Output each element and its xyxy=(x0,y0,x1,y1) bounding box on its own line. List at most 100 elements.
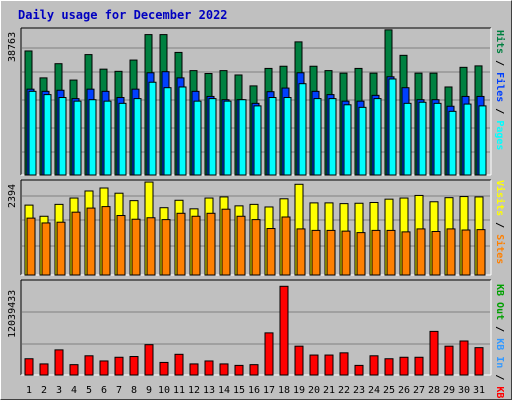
sites-bar xyxy=(221,208,231,276)
sites-bar xyxy=(446,228,456,276)
kbf-bar xyxy=(444,345,454,376)
x-day-label: 6 xyxy=(101,385,107,396)
x-day-label: 16 xyxy=(248,385,260,396)
pages-bar xyxy=(388,78,397,176)
kbf-bar xyxy=(459,340,469,376)
kbf-bar xyxy=(234,364,244,376)
sites-bar xyxy=(86,207,96,276)
kbf-bar xyxy=(144,344,154,376)
legend-entry: KB In xyxy=(494,338,505,368)
legend-separator: / xyxy=(494,216,505,234)
pages-bar xyxy=(433,102,442,176)
kbf-bar xyxy=(369,355,379,376)
pages-bar xyxy=(238,99,247,176)
visits-sites-legend: Visits / Sites xyxy=(494,180,506,264)
pages-bar xyxy=(313,98,322,176)
legend-entry: Files xyxy=(494,72,506,102)
pages-bar xyxy=(133,98,142,176)
kbf-bar xyxy=(429,330,439,376)
sites-bar xyxy=(416,228,426,276)
x-day-label: 17 xyxy=(263,385,275,396)
kbf-bar xyxy=(279,285,289,376)
kbf-bar xyxy=(84,355,94,376)
kbf-bar xyxy=(159,361,169,376)
x-day-label: 25 xyxy=(383,385,395,396)
pages-bar xyxy=(328,98,337,176)
sites-bar xyxy=(266,228,276,276)
sites-bar xyxy=(206,212,216,276)
x-day-label: 11 xyxy=(173,385,185,396)
sites-bar xyxy=(131,218,141,276)
sites-bar xyxy=(191,215,201,276)
kbf-bar xyxy=(309,354,319,376)
right-legend-labels: Hits / Files / Pages Visits / Sites KB Out… xyxy=(494,30,506,400)
pages-bar xyxy=(58,97,67,176)
legend-separator: / xyxy=(494,102,505,120)
sites-bar xyxy=(101,206,111,276)
legend-entry: Visits xyxy=(494,180,506,216)
pages-bar xyxy=(403,102,412,176)
y-axis-labels: 38763 2394 12039433 xyxy=(7,32,18,338)
pages-bar xyxy=(43,94,52,176)
x-day-label: 1 xyxy=(26,385,32,396)
pages-bar xyxy=(193,100,202,176)
sites-bar xyxy=(281,216,291,276)
sites-bar xyxy=(431,231,441,276)
legend-separator: / xyxy=(494,368,505,386)
sites-bar xyxy=(71,211,81,276)
sites-bar xyxy=(476,229,486,276)
x-day-label: 29 xyxy=(443,385,455,396)
pages-bar xyxy=(358,106,367,176)
legend-entry: Pages xyxy=(494,120,505,150)
x-day-label: 30 xyxy=(458,385,470,396)
x-day-label: 9 xyxy=(146,385,152,396)
bars xyxy=(24,29,487,376)
x-day-label: 20 xyxy=(308,385,320,396)
chart-title: Daily usage for December 2022 xyxy=(18,8,228,22)
pages-bar xyxy=(463,103,472,176)
kbf-bar xyxy=(54,349,64,376)
sites-bar xyxy=(371,229,381,276)
legend-entry: Sites xyxy=(494,234,506,264)
sites-bar xyxy=(251,219,261,276)
kbf-bar xyxy=(99,360,109,376)
x-day-label: 31 xyxy=(473,385,485,396)
sites-bar xyxy=(386,229,396,276)
y-max-label: 12039433 xyxy=(7,290,18,338)
y-max-label: 38763 xyxy=(7,32,18,62)
kbf-bar xyxy=(384,358,394,376)
kbf-bar xyxy=(399,356,409,376)
pages-bar xyxy=(268,97,277,176)
x-day-label: 5 xyxy=(86,385,92,396)
x-day-label: 14 xyxy=(218,385,230,396)
legend-entry: Hits xyxy=(494,30,506,54)
sites-bar xyxy=(176,212,186,276)
sites-bar xyxy=(26,217,36,276)
sites-bar xyxy=(116,215,126,276)
x-day-label: 3 xyxy=(56,385,62,396)
x-day-label: 27 xyxy=(413,385,425,396)
sites-bar xyxy=(41,222,51,276)
pages-bar xyxy=(298,83,307,176)
sites-bar xyxy=(146,217,156,276)
legend-separator: / xyxy=(494,320,505,338)
kbf-bar xyxy=(414,356,424,376)
sites-bar xyxy=(341,230,351,276)
kbf-bar xyxy=(39,363,49,376)
kbf-bar xyxy=(129,356,139,376)
pages-bar xyxy=(178,86,187,176)
kbf-bar xyxy=(264,332,274,376)
sites-bar xyxy=(161,219,171,276)
pages-bar xyxy=(253,105,262,176)
sites-bar xyxy=(311,229,321,276)
x-day-label: 4 xyxy=(71,385,77,396)
kbf-bar xyxy=(324,354,334,376)
x-axis-labels: 1 2 3 4 5 6 7 8 9 10 11 12 13 14 15 16 17 18 19 20 21 22 23 24 2… xyxy=(26,385,485,396)
pages-bar xyxy=(343,104,352,176)
x-day-label: 26 xyxy=(398,385,410,396)
pages-bar xyxy=(478,105,487,176)
pages-bar xyxy=(73,100,82,176)
pages-bar xyxy=(163,87,172,176)
kbf-bar xyxy=(114,356,124,376)
